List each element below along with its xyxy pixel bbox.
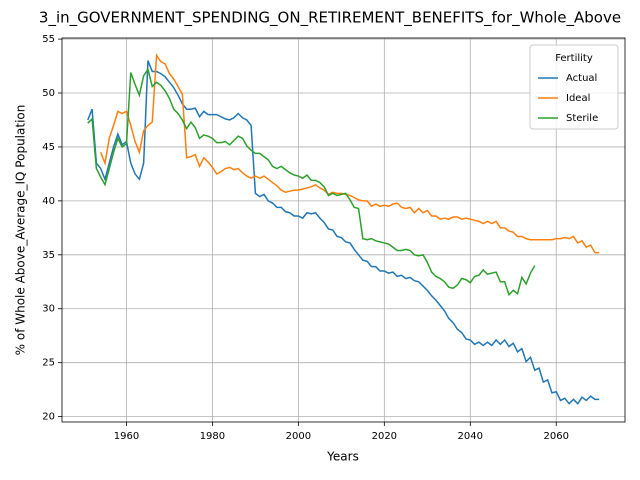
legend-title: Fertility <box>555 53 593 64</box>
y-tick-label: 30 <box>42 304 55 315</box>
x-tick-label: 1980 <box>200 431 225 442</box>
y-tick-label: 20 <box>42 412 55 423</box>
y-tick-label: 55 <box>42 34 55 45</box>
x-tick-label: 2000 <box>286 431 311 442</box>
series-line <box>99 52 600 254</box>
x-tick-label: 2020 <box>372 431 397 442</box>
legend-label: Sterile <box>566 113 598 124</box>
x-tick-label: 2040 <box>458 431 483 442</box>
y-tick-label: 50 <box>42 88 55 99</box>
y-axis-label: % of Whole Above_Average_IQ Population <box>14 105 28 356</box>
series-line <box>87 67 536 297</box>
x-axis-label: Years <box>326 450 359 464</box>
plot-frame <box>61 37 626 423</box>
series-line <box>87 60 600 405</box>
x-tick-label: 2060 <box>544 431 569 442</box>
chart-title: 3_in_GOVERNMENT_SPENDING_ON_RETIREMENT_B… <box>39 9 621 28</box>
legend-label: Ideal <box>566 93 590 104</box>
y-tick-label: 35 <box>42 250 55 261</box>
y-tick-label: 40 <box>42 196 55 207</box>
y-tick-label: 45 <box>42 142 55 153</box>
legend-box <box>529 44 619 130</box>
legend-label: Actual <box>566 73 597 84</box>
legend: Fertility Actual Ideal Sterile <box>529 44 619 130</box>
y-tick-label: 25 <box>42 358 55 369</box>
x-tick-label: 1960 <box>114 431 139 442</box>
